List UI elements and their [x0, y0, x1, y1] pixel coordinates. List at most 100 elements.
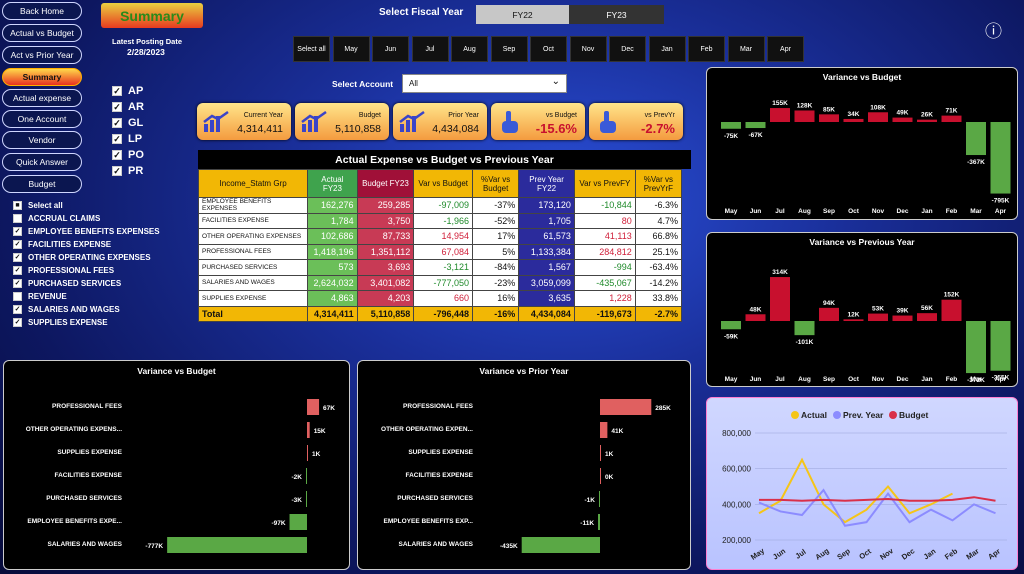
variance-bar[interactable]: [892, 315, 913, 321]
category-bar[interactable]: [600, 422, 608, 438]
axis-tick-label: Jul: [775, 376, 785, 383]
account-select[interactable]: All ⌄: [402, 74, 567, 93]
variance-bar[interactable]: [990, 122, 1011, 194]
month-jan-button[interactable]: Jan: [648, 36, 686, 62]
category-bar[interactable]: [307, 445, 308, 461]
category-checkbox[interactable]: REVENUE: [13, 292, 67, 301]
month-feb-button[interactable]: Feb: [688, 36, 725, 62]
category-bar[interactable]: [521, 537, 600, 553]
category-checkbox[interactable]: ✓ PURCHASED SERVICES: [13, 279, 121, 288]
variance-bar[interactable]: [794, 110, 815, 122]
month-may-button[interactable]: May: [332, 36, 370, 62]
month-aug-button[interactable]: Aug: [451, 36, 488, 62]
variance-bar[interactable]: [770, 108, 790, 122]
column-header[interactable]: Prev Year FY22: [518, 169, 575, 198]
ledger-po-checkbox[interactable]: ✓ PO: [112, 149, 144, 161]
axis-tick-label: Aug: [814, 546, 831, 562]
table-cell: 1,133,384: [518, 243, 575, 260]
category-bar[interactable]: [600, 399, 652, 415]
month-jun-button[interactable]: Jun: [372, 36, 409, 62]
ledger-pr-checkbox[interactable]: ✓ PR: [112, 165, 143, 177]
category-checkbox[interactable]: ■ Select all: [13, 201, 63, 210]
category-bar[interactable]: [600, 468, 601, 484]
variance-bar[interactable]: [868, 112, 888, 122]
nav-act-vs-prior-year-button[interactable]: Act vs Prior Year: [2, 46, 82, 64]
category-bar[interactable]: [307, 399, 320, 415]
variance-bar[interactable]: [966, 122, 986, 156]
month-nov-button[interactable]: Nov: [569, 36, 607, 62]
variance-bar[interactable]: [721, 321, 741, 330]
category-checkbox[interactable]: ACCRUAL CLAIMS: [13, 214, 100, 223]
variance-bar[interactable]: [843, 319, 864, 321]
variance-bar[interactable]: [868, 313, 888, 321]
category-bar[interactable]: [307, 422, 310, 438]
category-bar[interactable]: [306, 468, 307, 484]
nav-actual-expense-button[interactable]: Actual expense: [2, 89, 82, 107]
nav-vendor-button[interactable]: Vendor: [2, 131, 82, 149]
category-bar[interactable]: [600, 445, 601, 461]
series-line[interactable]: [759, 496, 996, 502]
category-checkbox[interactable]: ✓ OTHER OPERATING EXPENSES: [13, 253, 151, 262]
kpi-card: vs Budget -15.6%: [491, 103, 585, 140]
table-cell: 33.8%: [634, 290, 683, 307]
column-header[interactable]: Income_Statm Grp: [197, 169, 309, 198]
month-sep-button[interactable]: Sep: [490, 36, 528, 62]
category-checkbox[interactable]: ✓ EMPLOYEE BENEFITS EXPENSES: [13, 227, 160, 236]
month-apr-button[interactable]: Apr: [767, 36, 804, 62]
column-header[interactable]: Actual FY23: [307, 169, 358, 198]
variance-bar[interactable]: [966, 321, 986, 374]
ledger-ap-checkbox[interactable]: ✓ AP: [112, 85, 143, 97]
info-icon[interactable]: ⓘ: [985, 22, 1002, 41]
ledger-ar-checkbox[interactable]: ✓ AR: [112, 101, 144, 113]
variance-bar[interactable]: [941, 115, 962, 122]
fy22-button[interactable]: FY22: [476, 5, 569, 24]
nav-actual-vs-budget-button[interactable]: Actual vs Budget: [2, 24, 82, 42]
axis-tick-label: Jul: [775, 208, 785, 215]
column-header[interactable]: Budget FY23: [356, 169, 415, 198]
variance-bar[interactable]: [990, 321, 1011, 371]
axis-tick-label: Jan: [921, 376, 932, 383]
month-mar-button[interactable]: Mar: [727, 36, 765, 62]
fy23-button[interactable]: FY23: [569, 5, 664, 24]
nav-back-home-button[interactable]: Back Home: [2, 2, 82, 20]
variance-bar[interactable]: [745, 314, 766, 321]
month-select-all-button[interactable]: Select all: [293, 36, 330, 62]
category-bar[interactable]: [599, 491, 600, 507]
category-checkbox[interactable]: ✓ FACILITIES EXPENSE: [13, 240, 111, 249]
series-line[interactable]: [758, 457, 953, 524]
column-header[interactable]: Var vs PrevFY: [573, 169, 636, 198]
column-header[interactable]: Var vs Budget: [413, 169, 474, 198]
variance-bar[interactable]: [794, 321, 815, 336]
variance-bar[interactable]: [917, 313, 937, 321]
category-bar[interactable]: [598, 514, 600, 530]
category-checkbox[interactable]: ✓ PROFESSIONAL FEES: [13, 266, 114, 275]
category-bar[interactable]: [289, 514, 307, 530]
variance-bar[interactable]: [745, 122, 766, 129]
nav-summary-button[interactable]: Summary: [2, 68, 82, 86]
category-checkbox[interactable]: ✓ SALARIES AND WAGES: [13, 305, 120, 314]
variance-bar[interactable]: [721, 122, 741, 129]
variance-bar[interactable]: [892, 117, 913, 122]
nav-budget-button[interactable]: Budget: [2, 175, 82, 193]
variance-bar[interactable]: [819, 307, 839, 321]
series-line[interactable]: [758, 488, 996, 527]
variance-bar[interactable]: [819, 114, 839, 122]
category-bar[interactable]: [306, 491, 307, 507]
axis-tick-label: May: [725, 208, 738, 215]
month-oct-button[interactable]: Oct: [530, 36, 567, 62]
category-label: PROFESSIONAL FEES: [52, 403, 123, 410]
column-header[interactable]: %Var vs Budget: [472, 169, 520, 198]
category-checkbox[interactable]: ✓ SUPPLIES EXPENSE: [13, 318, 108, 327]
ledger-gl-checkbox[interactable]: ✓ GL: [112, 117, 143, 129]
nav-quick-answer-button[interactable]: Quick Answer: [2, 153, 82, 171]
category-bar[interactable]: [167, 537, 307, 553]
nav-one-account-button[interactable]: One Account: [2, 110, 82, 128]
variance-bar[interactable]: [770, 277, 790, 321]
month-dec-button[interactable]: Dec: [609, 36, 646, 62]
variance-bar[interactable]: [941, 299, 962, 321]
column-header[interactable]: %Var vs PrevYrF: [634, 169, 683, 198]
variance-bar[interactable]: [917, 119, 937, 122]
ledger-lp-checkbox[interactable]: ✓ LP: [112, 133, 142, 145]
variance-bar[interactable]: [843, 118, 864, 122]
month-jul-button[interactable]: Jul: [411, 36, 449, 62]
